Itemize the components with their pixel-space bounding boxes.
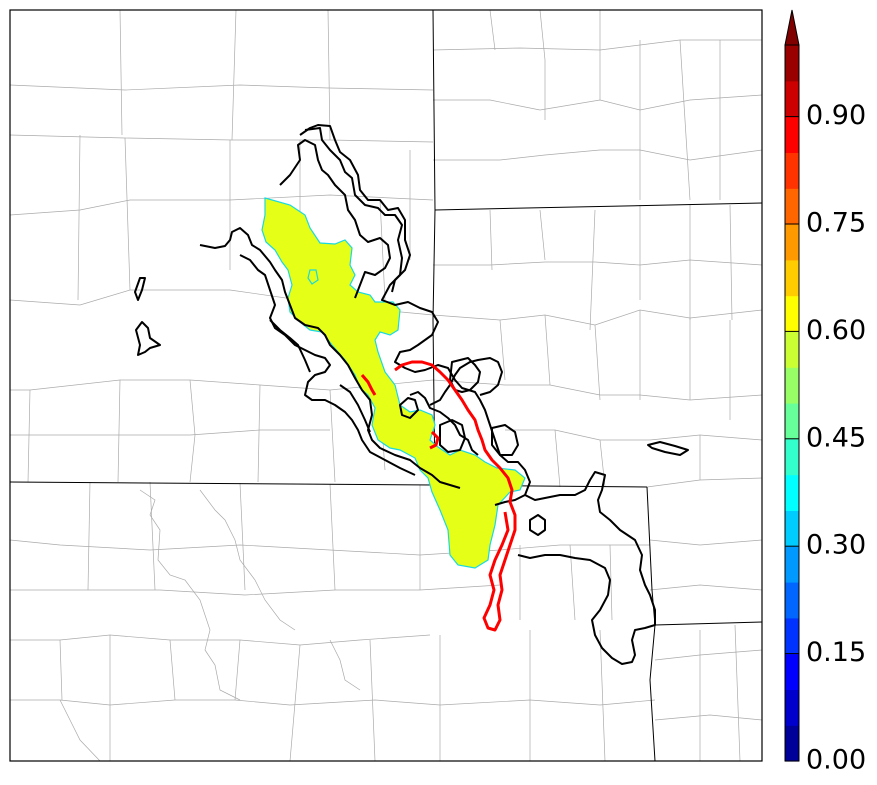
county-boundaries — [10, 10, 762, 761]
colorbar-swatch — [785, 438, 799, 476]
colorbar-swatch — [785, 367, 799, 404]
colorbar-swatch — [785, 116, 799, 153]
colorbar-ticks: 0.00 0.15 0.30 0.45 0.60 0.75 0.90 — [785, 100, 866, 776]
colorbar-swatch — [785, 689, 799, 726]
colorbar-swatch — [785, 617, 799, 655]
colorbar-tick-label: 0.00 — [806, 745, 866, 776]
colorbar-tick-label: 0.15 — [806, 637, 866, 668]
colorbar-swatch — [785, 152, 799, 189]
colorbar-swatch — [785, 474, 799, 511]
colorbar-swatch — [785, 582, 799, 619]
colorbar-swatch — [785, 80, 799, 118]
ensemble-contours — [134, 124, 689, 665]
observed-contour — [360, 360, 517, 632]
colorbar-swatch — [785, 45, 799, 82]
colorbar-swatch — [785, 653, 799, 690]
colorbar-swatch — [785, 259, 799, 297]
colorbar-swatches — [785, 45, 799, 762]
colorbar-swatch — [785, 331, 799, 368]
colorbar-swatch — [785, 403, 799, 440]
colorbar-swatch — [785, 510, 799, 547]
colorbar-swatch — [785, 546, 799, 583]
colorbar-tick-label: 0.30 — [806, 530, 866, 561]
colorbar-swatch — [785, 224, 799, 261]
map-frame — [9, 9, 763, 762]
colorbar-tick-label: 0.90 — [806, 100, 866, 131]
colorbar-swatch — [785, 725, 799, 762]
colorbar-swatch — [785, 188, 799, 225]
colorbar-tick-label: 0.45 — [806, 422, 866, 453]
colorbar-swatch — [785, 295, 799, 332]
colorbar-tick-label: 0.60 — [806, 315, 866, 346]
colorbar-tick-label: 0.75 — [806, 208, 866, 239]
colorbar-extend-arrow — [784, 9, 800, 46]
